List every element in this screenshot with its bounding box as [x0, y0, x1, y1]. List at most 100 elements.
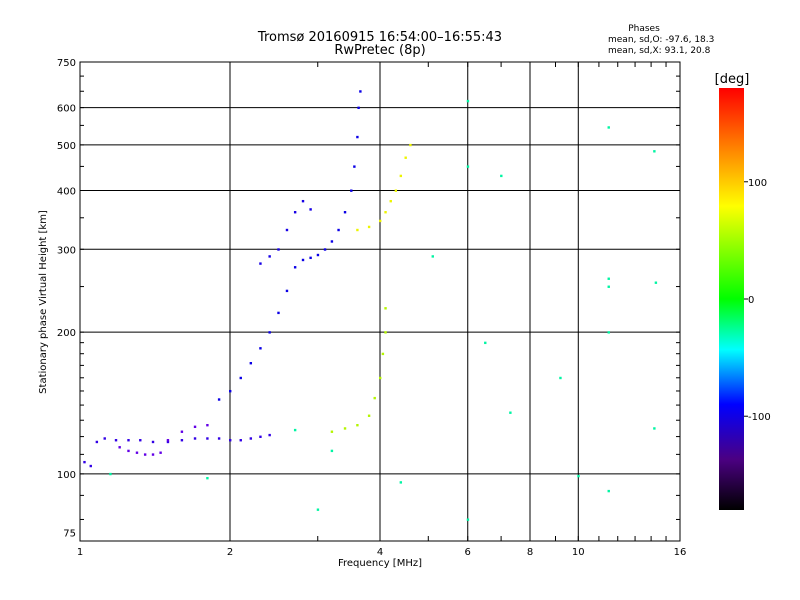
colorbar-tick-label: 100 — [748, 178, 767, 189]
data-point — [139, 439, 142, 442]
y-tick-label: 300 — [57, 245, 76, 256]
data-point — [143, 453, 147, 456]
data-point — [654, 281, 658, 284]
data-point — [159, 451, 162, 454]
data-point — [206, 476, 209, 480]
data-point — [135, 451, 139, 454]
data-point — [217, 437, 221, 440]
data-point — [607, 489, 610, 493]
colorbar-label: [deg] — [715, 72, 750, 87]
data-point — [151, 453, 155, 456]
x-tick-label: 2 — [227, 547, 233, 558]
data-point — [559, 376, 562, 380]
data-point — [268, 433, 271, 437]
colorbar — [719, 88, 744, 510]
data-point — [309, 256, 312, 260]
x-tick-label: 4 — [377, 547, 383, 558]
data-point — [285, 228, 289, 232]
data-point — [323, 248, 327, 251]
data-point — [381, 352, 385, 356]
data-point — [217, 398, 221, 401]
data-point — [373, 396, 376, 400]
data-point — [356, 228, 359, 232]
data-point — [293, 266, 297, 269]
data-point — [316, 508, 320, 511]
data-point — [268, 331, 271, 334]
data-point — [103, 437, 106, 440]
data-point — [259, 435, 262, 438]
data-point — [109, 472, 112, 476]
data-point — [180, 430, 184, 433]
y-tick-label: 600 — [57, 104, 76, 115]
data-point — [384, 307, 387, 310]
x-axis-label: Frequency [MHz] — [338, 558, 422, 569]
data-point — [379, 219, 382, 223]
data-point — [343, 427, 347, 430]
data-point — [607, 331, 610, 334]
data-point — [337, 228, 340, 232]
data-point — [301, 199, 305, 203]
data-points — [83, 90, 658, 521]
legend-line-o: mean, sd,O: -97.6, 18.3 — [608, 35, 714, 45]
data-point — [653, 427, 656, 430]
data-point — [330, 430, 334, 433]
data-point — [343, 211, 347, 214]
data-point — [285, 289, 289, 293]
data-point — [607, 126, 610, 129]
y-tick-label: 100 — [57, 470, 76, 481]
data-point — [367, 414, 371, 417]
data-point — [353, 165, 356, 168]
data-point — [259, 262, 262, 265]
data-point — [399, 174, 403, 178]
data-point — [330, 240, 334, 243]
data-point — [466, 99, 470, 103]
colorbar-tick-label: 0 — [748, 295, 754, 306]
y-tick-label: 400 — [57, 186, 76, 197]
data-point — [384, 211, 387, 214]
colorbar-ticks: 100 0 -100 — [744, 178, 771, 423]
data-point — [394, 189, 398, 192]
data-point — [466, 518, 470, 521]
data-point — [399, 481, 403, 484]
data-point — [350, 189, 353, 192]
data-point — [309, 208, 312, 211]
legend-heading: Phases — [628, 24, 660, 34]
x-tick-label: 6 — [465, 547, 471, 558]
data-point — [239, 439, 242, 442]
data-point — [359, 90, 362, 93]
x-tick-label: 10 — [572, 547, 585, 558]
data-point — [466, 165, 470, 168]
data-point — [409, 143, 412, 147]
data-point — [293, 211, 297, 214]
data-point — [239, 376, 242, 380]
data-point — [404, 156, 407, 159]
data-point — [653, 150, 656, 153]
data-point — [259, 347, 262, 350]
data-point — [367, 225, 371, 229]
data-point — [114, 439, 118, 442]
data-point — [379, 376, 382, 380]
data-point — [249, 437, 253, 440]
y-tick-label: 75 — [63, 529, 76, 540]
data-point — [249, 361, 253, 365]
data-point — [484, 341, 487, 345]
data-point — [384, 331, 387, 334]
y-tick-label: 200 — [57, 328, 76, 339]
data-point — [180, 439, 184, 442]
data-point — [166, 440, 170, 444]
x-tick-label: 16 — [674, 547, 687, 558]
data-point — [356, 135, 359, 139]
data-point — [301, 258, 305, 262]
data-point — [607, 277, 610, 280]
data-point — [277, 311, 280, 315]
data-point — [206, 423, 209, 427]
legend-line-x: mean, sd,X: 93.1, 20.8 — [608, 46, 711, 56]
data-point — [577, 474, 580, 478]
x-tick-label: 1 — [77, 547, 83, 558]
chart-title: Tromsø 20160915 16:54:00–16:55:43 — [257, 30, 502, 45]
data-point — [268, 255, 271, 258]
data-point — [118, 446, 121, 449]
data-point — [607, 285, 610, 288]
data-point — [357, 106, 360, 110]
data-point — [95, 440, 99, 444]
